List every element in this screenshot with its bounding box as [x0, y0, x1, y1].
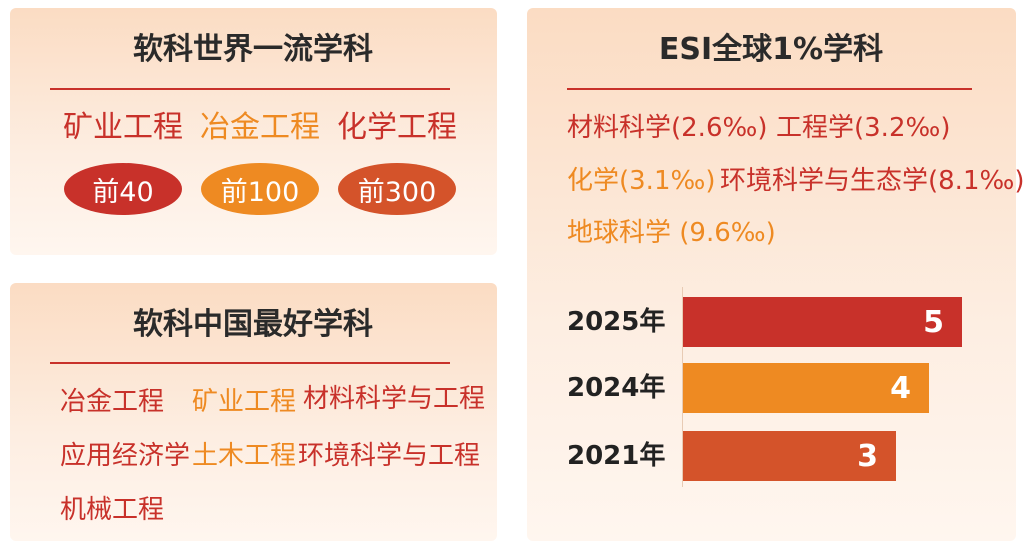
- subject: 环境科学与生态学(8.1‰): [720, 166, 1024, 196]
- value-label: 3: [857, 438, 878, 474]
- rank-badge: 前100: [201, 163, 319, 215]
- subject: 冶金工程: [60, 387, 165, 417]
- subject: 机械工程: [60, 495, 165, 525]
- axis-line: [682, 287, 683, 487]
- rank-badge: 前300: [338, 163, 456, 215]
- subject: 地球科学 (9.6‰): [567, 218, 776, 248]
- divider: [50, 88, 450, 90]
- subject: 应用经济学: [60, 441, 191, 471]
- subject: 土木工程: [192, 441, 297, 471]
- panel-title: ESI全球1%学科: [658, 32, 884, 67]
- panel-title: 软科中国最好学科: [133, 307, 373, 342]
- value-label: 4: [890, 370, 911, 406]
- bar: 3: [683, 431, 896, 481]
- divider: [567, 88, 972, 90]
- subject: 化学工程: [337, 110, 457, 145]
- subject: 矿业工程: [63, 110, 183, 145]
- category-label: 2021年: [567, 441, 666, 471]
- subject: 冶金工程: [200, 110, 320, 145]
- bar: 5: [683, 297, 962, 347]
- subject: 环境科学与工程: [298, 441, 481, 471]
- category-label: 2024年: [567, 373, 666, 403]
- value-label: 5: [923, 304, 944, 340]
- subject: 化学(3.1‰): [567, 166, 716, 196]
- divider: [50, 362, 450, 364]
- bar: 4: [683, 363, 929, 413]
- china-panel: [10, 283, 497, 541]
- subject: 材料科学(2.6‰): [567, 113, 768, 143]
- subject: 矿业工程: [192, 387, 297, 417]
- subject: 工程学(3.2‰): [776, 113, 951, 143]
- subject: 材料科学与工程: [303, 384, 486, 414]
- panel-title: 软科世界一流学科: [133, 32, 373, 67]
- category-label: 2025年: [567, 307, 666, 337]
- rank-badge: 前40: [64, 163, 182, 215]
